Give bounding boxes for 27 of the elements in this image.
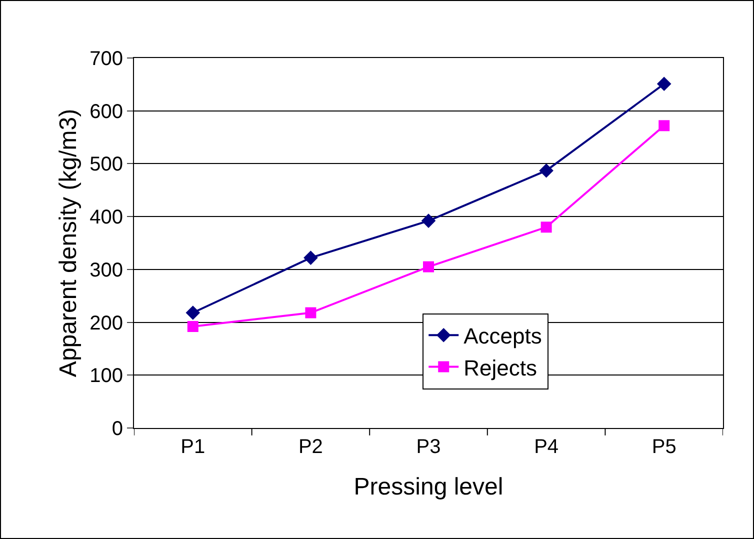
x-tick-label: P5 <box>652 436 676 458</box>
x-tick-label: P2 <box>298 436 323 458</box>
x-tick-label: P1 <box>180 436 206 458</box>
x-tick-label: P4 <box>534 436 559 458</box>
y-axis-title: Apparent density (kg/m3) <box>55 108 82 378</box>
point <box>421 214 436 228</box>
x-axis-title: Pressing level <box>354 473 504 500</box>
y-tick-label: 300 <box>90 259 123 282</box>
y-tick-label: 400 <box>90 206 123 229</box>
x-tick-label: P3 <box>416 436 441 458</box>
y-tick-label: 700 <box>90 48 123 70</box>
legend-label: Rejects <box>464 355 537 380</box>
point <box>186 306 200 320</box>
point <box>423 261 434 272</box>
y-tick-label: 100 <box>90 365 123 388</box>
legend-label: Accepts <box>464 324 542 349</box>
point <box>539 163 554 178</box>
point <box>187 321 198 332</box>
point <box>304 250 318 265</box>
y-tick-label: 200 <box>90 312 123 334</box>
point <box>540 222 552 233</box>
point <box>658 120 670 132</box>
point <box>305 307 316 318</box>
y-tick-label: 500 <box>90 154 123 176</box>
point <box>656 76 672 92</box>
y-tick-label: 600 <box>90 100 123 123</box>
y-tick-label: 0 <box>112 418 123 440</box>
